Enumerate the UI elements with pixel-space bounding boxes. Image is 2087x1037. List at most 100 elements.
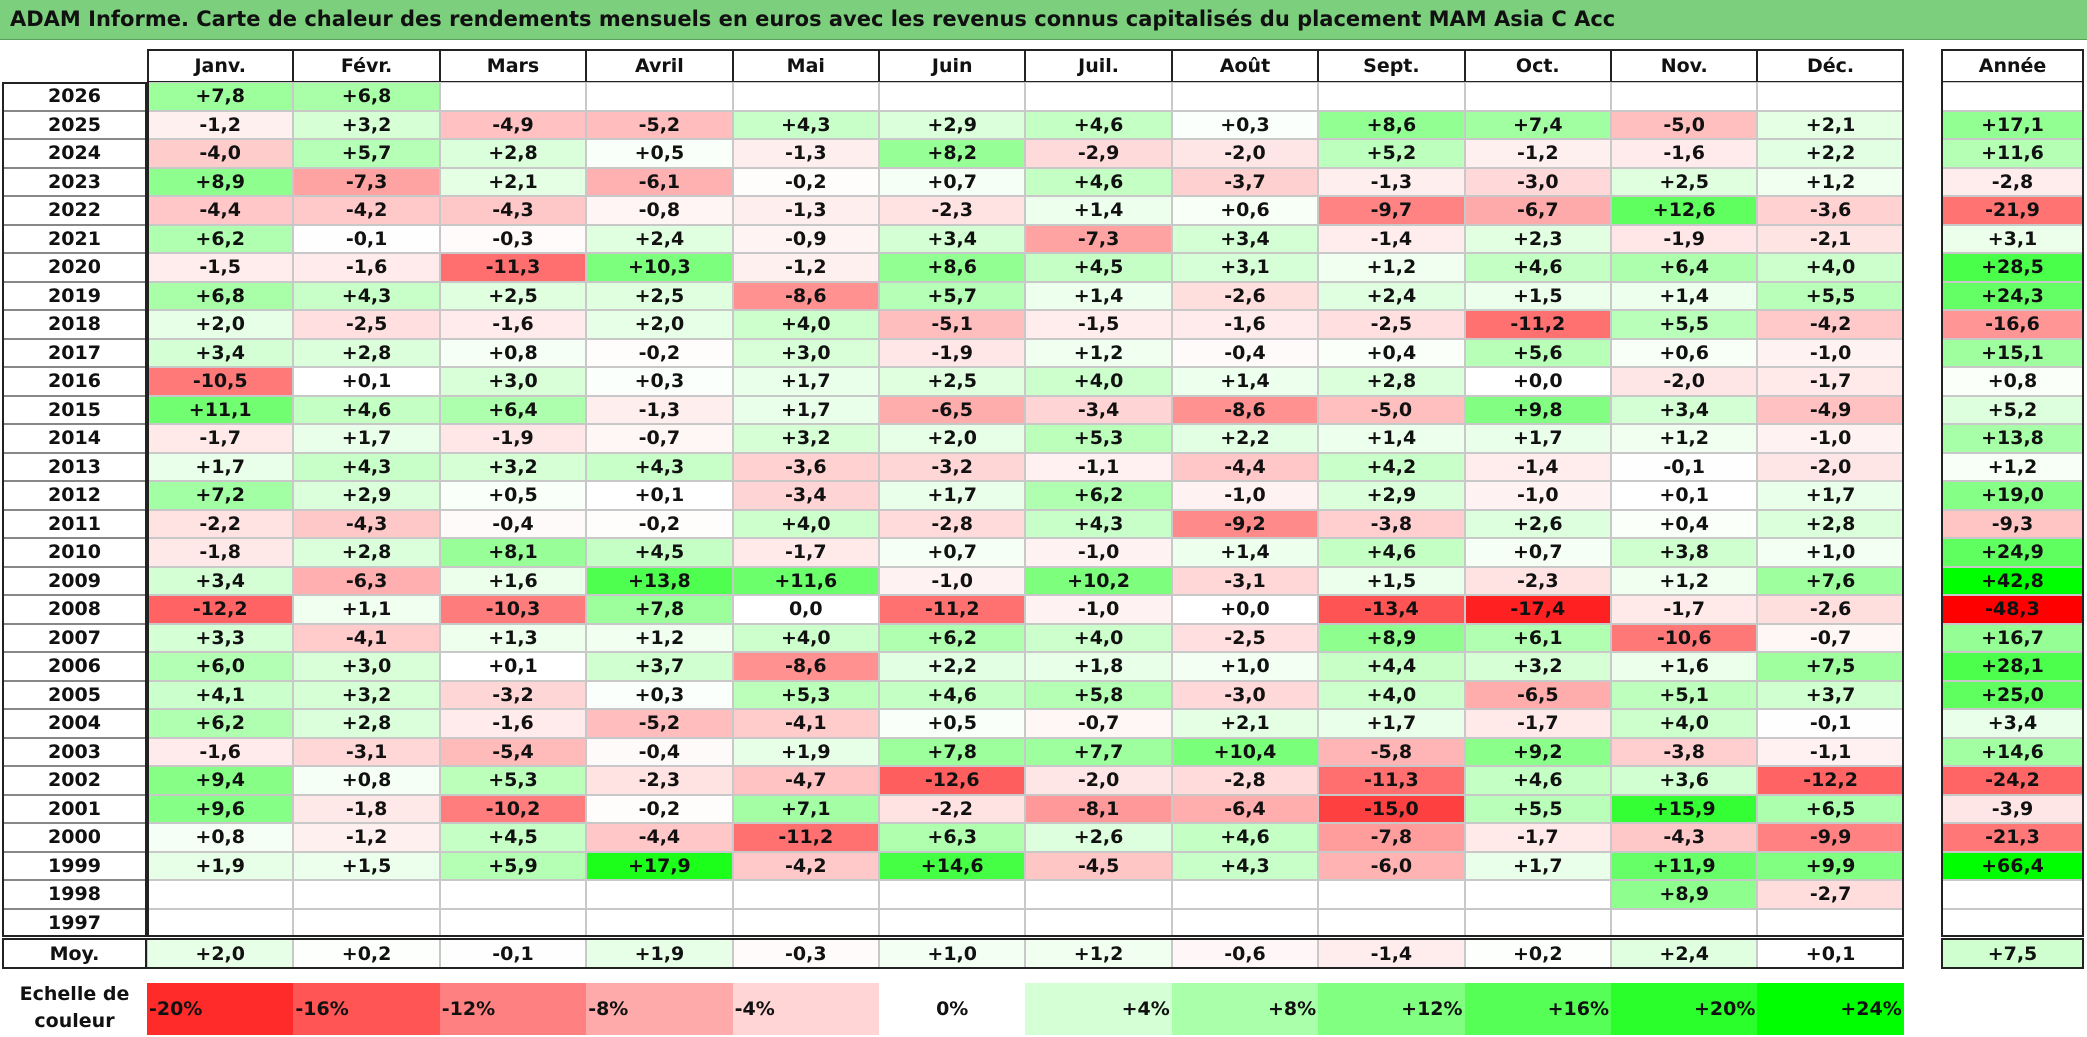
heatmap-cell: -1,2	[1464, 139, 1611, 168]
heatmap-cell: -1,3	[1318, 167, 1465, 196]
scale-swatch: 0%	[879, 983, 1026, 1035]
heatmap-cell: -3,4	[732, 481, 879, 510]
heatmap-cell: +1,8	[1025, 652, 1172, 681]
heatmap-cell: -1,8	[147, 538, 294, 567]
heatmap-cell: -5,2	[586, 709, 733, 738]
heatmap-cell: +6,5	[1757, 794, 1904, 823]
heatmap-cell: +1,4	[1318, 424, 1465, 453]
heatmap-cell: -11,2	[1464, 310, 1611, 339]
heatmap-cell	[1025, 82, 1172, 111]
heatmap-cell: +3,0	[439, 367, 587, 396]
heatmap-cell	[293, 880, 440, 909]
heatmap-cell: -4,1	[732, 709, 879, 738]
annual-cell: +3,1	[1941, 224, 2084, 253]
year-label: 2005	[2, 680, 147, 709]
heatmap-cell: +2,4	[1318, 281, 1465, 310]
annual-cell: -2,8	[1941, 167, 2084, 196]
annual-cell: -9,3	[1941, 509, 2084, 538]
heatmap-cell: +4,6	[1464, 253, 1611, 282]
heatmap-cell: +1,5	[293, 851, 440, 880]
heatmap-cell: +4,3	[293, 452, 440, 481]
heatmap-cell: +1,4	[1611, 281, 1758, 310]
heatmap-cell: -4,3	[1611, 823, 1758, 852]
heatmap-cell: -8,6	[732, 652, 879, 681]
heatmap-cell	[1464, 908, 1611, 937]
annual-cell: +16,7	[1941, 623, 2084, 652]
heatmap-cell: +4,6	[1464, 766, 1611, 795]
average-cell: -0,3	[732, 938, 879, 969]
scale-swatch: -4%	[732, 983, 879, 1035]
annual-cell: -16,6	[1941, 310, 2084, 339]
heatmap-cell: +9,6	[147, 794, 294, 823]
heatmap-cell: +7,5	[1757, 652, 1904, 681]
heatmap-cell: -2,0	[1025, 766, 1172, 795]
heatmap-cell: -12,2	[147, 595, 294, 624]
heatmap-cell: +3,0	[293, 652, 440, 681]
heatmap-cell: +3,2	[293, 680, 440, 709]
heatmap-cell: -0,2	[732, 167, 879, 196]
heatmap-cell: +13,8	[586, 566, 733, 595]
heatmap-cell: +7,2	[147, 481, 294, 510]
annual-cell: +25,0	[1941, 680, 2084, 709]
heatmap-cell: -2,1	[1757, 224, 1904, 253]
heatmap-cell: +2,5	[879, 367, 1026, 396]
heatmap-cell	[732, 880, 879, 909]
heatmap-cell: -1,6	[439, 709, 587, 738]
heatmap-cell: -1,0	[1757, 424, 1904, 453]
heatmap-cell	[1318, 908, 1465, 937]
heatmap-cell: +5,9	[439, 851, 587, 880]
heatmap-cell: -2,6	[1171, 281, 1319, 310]
heatmap-cell	[586, 908, 733, 937]
heatmap-cell: -1,7	[732, 538, 879, 567]
heatmap-cell: +4,0	[732, 310, 879, 339]
heatmap-cell: +0,5	[879, 709, 1026, 738]
year-label: 2010	[2, 538, 147, 567]
heatmap-cell: +7,6	[1757, 566, 1904, 595]
heatmap-cell: -3,2	[879, 452, 1026, 481]
heatmap-cell: -4,5	[1025, 851, 1172, 880]
year-label: 2023	[2, 167, 147, 196]
heatmap-cell: -11,2	[879, 595, 1026, 624]
heatmap-cell: -2,0	[1611, 367, 1758, 396]
year-label: 2024	[2, 139, 147, 168]
heatmap-cell: +0,8	[293, 766, 440, 795]
heatmap-cell: -1,0	[1171, 481, 1319, 510]
heatmap-cell: +1,9	[732, 737, 879, 766]
annual-cell: -21,9	[1941, 196, 2084, 225]
heatmap-cell: -10,5	[147, 367, 294, 396]
annual-cell	[1941, 82, 2084, 111]
annual-cell: +28,1	[1941, 652, 2084, 681]
heatmap-cell: +1,2	[586, 623, 733, 652]
heatmap-cell: +4,6	[879, 680, 1026, 709]
heatmap-cell	[1611, 908, 1758, 937]
year-label: 2000	[2, 823, 147, 852]
annual-cell: -21,3	[1941, 823, 2084, 852]
heatmap-cell: +3,2	[439, 452, 587, 481]
month-header: Janv.	[147, 49, 294, 82]
heatmap-cell: -0,7	[1757, 623, 1904, 652]
heatmap-cell: +2,1	[1171, 709, 1319, 738]
average-label: Moy.	[2, 938, 147, 969]
heatmap-cell	[879, 908, 1026, 937]
heatmap-cell: +0,3	[586, 680, 733, 709]
heatmap-cell	[1171, 82, 1319, 111]
heatmap-cell: -2,3	[1464, 566, 1611, 595]
heatmap-cell: -10,6	[1611, 623, 1758, 652]
scale-label: Echelle de couleur	[19, 983, 130, 1032]
annual-cell: +19,0	[1941, 481, 2084, 510]
heatmap-cell: +15,9	[1611, 794, 1758, 823]
heatmap-cell: -2,5	[293, 310, 440, 339]
heatmap-cell: +4,3	[732, 110, 879, 139]
heatmap-cell	[439, 82, 587, 111]
heatmap-cell: -2,7	[1757, 880, 1904, 909]
heatmap-cell: -1,9	[439, 424, 587, 453]
heatmap-cell: -0,1	[293, 224, 440, 253]
heatmap-cell	[1025, 908, 1172, 937]
heatmap-cell: 0,0	[732, 595, 879, 624]
heatmap-cell: +4,4	[1318, 652, 1465, 681]
heatmap-cell: +2,8	[293, 709, 440, 738]
heatmap-cell: +1,0	[1757, 538, 1904, 567]
heatmap-cell: -15,0	[1318, 794, 1465, 823]
heatmap-cell: -8,6	[732, 281, 879, 310]
heatmap-cell: +3,2	[293, 110, 440, 139]
